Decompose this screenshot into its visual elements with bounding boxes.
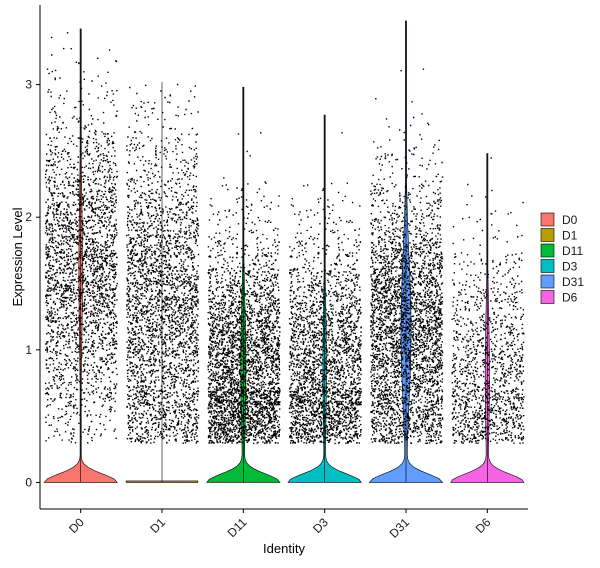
- y-ticks: 0 1 2 3: [25, 78, 40, 489]
- legend-label-d6: D6: [562, 291, 578, 305]
- legend-label-d1: D1: [562, 229, 578, 243]
- axes: [39, 5, 528, 510]
- jitter-points-d31: [370, 68, 444, 445]
- legend-key-d1: [540, 228, 555, 242]
- x-ticks: D0 D1 D11 D3 D31 D6: [66, 509, 494, 541]
- y-tick-label: 2: [25, 210, 32, 224]
- x-tick-label-d11: D11: [225, 515, 250, 540]
- violin-group-d0: [43, 28, 118, 483]
- jitter-points-d6: [451, 157, 525, 445]
- violin-group-d1: [125, 81, 200, 483]
- legend-label-d3: D3: [562, 260, 578, 274]
- x-tick-label-d6: D6: [473, 515, 494, 536]
- violin-group-d6: [450, 153, 525, 483]
- violin-group-d31: [368, 20, 444, 483]
- legend-key-d11: [540, 243, 555, 258]
- legend-key-d31: [540, 274, 555, 289]
- y-tick-label: 3: [25, 78, 32, 92]
- jitter-points-d3: [288, 132, 362, 445]
- legend-key-d3: [540, 259, 555, 273]
- y-tick-label: 1: [25, 343, 32, 357]
- legend-label-d11: D11: [562, 244, 583, 258]
- y-axis-title: Expression Level: [10, 207, 25, 306]
- y-tick-label: 0: [25, 475, 32, 489]
- jitter-points-d11: [207, 132, 281, 445]
- x-axis-title: Identity: [263, 541, 305, 556]
- x-tick-label-d0: D0: [66, 515, 87, 536]
- legend-label-d0: D0: [562, 213, 578, 227]
- violin-group-d3: [287, 114, 362, 483]
- legend-key-d0: [540, 212, 555, 227]
- violin-group-d11: [206, 86, 281, 483]
- x-tick-label-d3: D3: [310, 515, 331, 536]
- legend-label-d31: D31: [562, 275, 584, 289]
- legend-key-d6: [540, 290, 555, 304]
- x-tick-label-d31: D31: [387, 515, 413, 541]
- x-tick-label-d1: D1: [147, 515, 168, 536]
- jitter-points-d0: [44, 32, 118, 444]
- plot-area: [43, 20, 525, 483]
- jitter-points-d1: [126, 83, 200, 444]
